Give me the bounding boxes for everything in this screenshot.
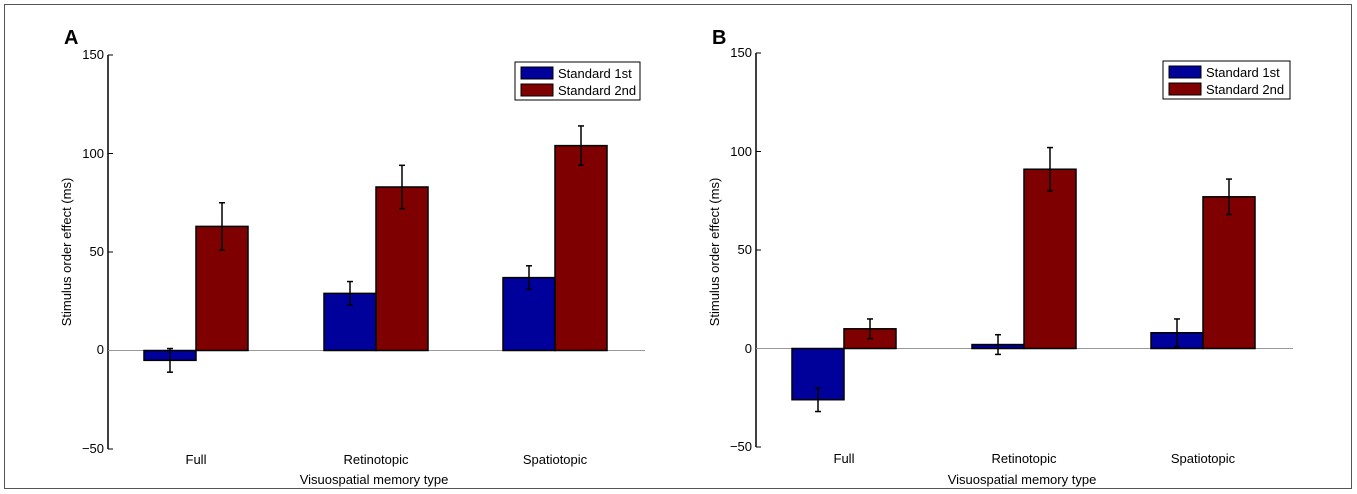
panel-a-xtick: Retinotopic [343, 452, 409, 467]
panel-a-ytick: 100 [82, 146, 104, 161]
bar [1023, 168, 1077, 350]
panel-b-ytick: 150 [730, 45, 752, 60]
legend-swatch-standard-2nd [1168, 82, 1202, 96]
panel-b-ytick: 100 [730, 144, 752, 159]
panel-b-xtick: Retinotopic [991, 451, 1057, 466]
legend-swatch-standard-2nd [520, 83, 554, 97]
panel-b-ytick: 50 [738, 242, 752, 257]
panel-a-legend: Standard 1st Standard 2nd [514, 61, 641, 101]
panel-a-ylabel: Stimulus order effect (ms) [59, 178, 74, 327]
panel-b-legend: Standard 1st Standard 2nd [1162, 60, 1291, 100]
legend-swatch-standard-1st [520, 66, 554, 80]
panel-b-ylabel: Stimulus order effect (ms) [707, 178, 722, 327]
panel-b-ytick: 0 [745, 341, 752, 356]
panel-a-letter: A [64, 27, 78, 49]
bar [554, 144, 608, 352]
panel-a-ytick: 50 [90, 244, 104, 259]
panel-b-xlabel: Visuospatial memory type [948, 472, 1097, 487]
panel-a-xtick: Full [186, 452, 207, 467]
panel-a-ytick: 0 [97, 342, 104, 357]
legend-label-standard-1st: Standard 1st [1206, 65, 1280, 80]
bar [502, 276, 556, 352]
panel-a-xtick: Spatiotopic [523, 452, 588, 467]
bar [1202, 196, 1256, 350]
panel-b-ytick: −50 [730, 439, 752, 454]
panel-a: A Stimulus order effect (ms) Visuospatia… [59, 27, 645, 487]
panel-b-xtick: Full [834, 451, 855, 466]
legend-swatch-standard-1st [1168, 65, 1202, 79]
panel-a-xlabel: Visuospatial memory type [300, 472, 449, 487]
panel-a-ytick: −50 [82, 441, 104, 456]
panel-b: B Stimulus order effect (ms) Visuospatia… [707, 27, 1293, 487]
panel-a-ytick: 150 [82, 47, 104, 62]
panel-b-xtick: Spatiotopic [1171, 451, 1236, 466]
legend-label-standard-1st: Standard 1st [558, 66, 632, 81]
bar [375, 186, 429, 352]
panel-b-letter: B [712, 27, 726, 49]
legend-label-standard-2nd: Standard 2nd [1206, 82, 1284, 97]
legend-label-standard-2nd: Standard 2nd [558, 83, 636, 98]
